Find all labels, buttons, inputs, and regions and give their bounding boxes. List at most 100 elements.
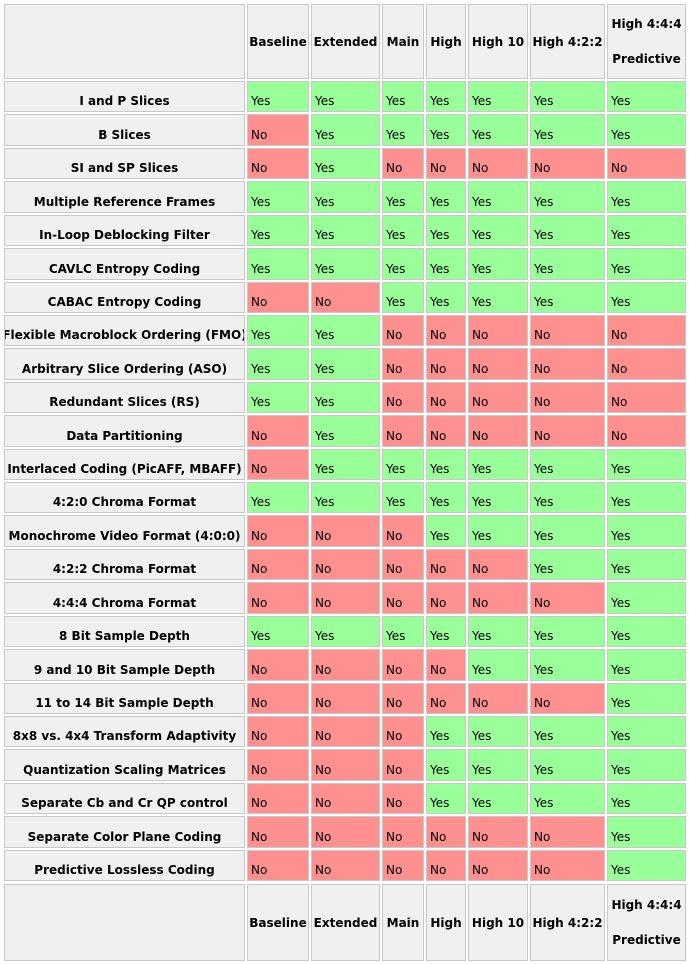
table-cell: No [426,415,466,447]
table-cell: Yes [382,282,424,313]
table-cell: No [311,515,380,547]
table-cell: No [382,649,424,681]
table-cell: No [530,683,605,714]
table-cell: No [247,649,309,681]
table-cell: No [247,549,309,580]
table-cell: Yes [530,81,605,112]
table-cell: Yes [247,181,309,213]
table-cell: No [468,415,528,447]
table-cell: Yes [607,749,686,781]
table-cell: No [530,348,605,380]
table-cell: No [311,549,380,580]
table-cell: Yes [530,515,605,547]
table-cell: Yes [468,449,528,480]
table-cell: Yes [426,716,466,747]
table-cell: No [530,382,605,413]
table-cell: Yes [468,215,528,246]
table-cell: No [530,148,605,179]
table-cell: Yes [530,181,605,213]
table-cell: Yes [607,215,686,246]
footer-col-label: High [430,915,462,930]
table-cell: Yes [311,315,380,346]
table-cell: No [468,315,528,346]
header-col-6: High 4:4:4 Predictive [607,4,686,79]
table-cell: No [468,348,528,380]
table-cell: Yes [426,215,466,246]
header-col-label: Main [386,34,420,49]
footer-col-5: High 4:2:2 [530,884,605,961]
table-cell: Yes [426,482,466,513]
table-cell: No [426,348,466,380]
table-cell: Yes [382,616,424,647]
footer-col-label-line2: Predictive [612,932,681,947]
footer-col-label: High 4:4:4 [611,897,682,912]
table-cell: Yes [468,783,528,814]
table-cell: Yes [311,348,380,380]
table-cell: Yes [382,114,424,146]
table-cell: No [311,649,380,681]
table-cell: No [382,382,424,413]
row-label: SI and SP Slices [4,148,245,179]
table-cell: Yes [607,616,686,647]
table-cell: No [426,549,466,580]
table-cell: No [311,783,380,814]
table-cell: Yes [468,616,528,647]
table-cell: Yes [607,482,686,513]
table-cell: Yes [311,181,380,213]
row-label: 8x8 vs. 4x4 Transform Adaptivity [4,716,245,747]
table-cell: No [426,148,466,179]
row-label: Separate Color Plane Coding [4,816,245,848]
table-cell: No [607,382,686,413]
table-cell: No [607,315,686,346]
table-cell: Yes [530,649,605,681]
table-cell: No [426,582,466,614]
table-cell: No [382,515,424,547]
profile-comparison-table: Baseline Extended Main High High 10 High 4:2:… [4,4,688,964]
row-label: 4:2:0 Chroma Format [4,482,245,513]
table-cell: Yes [247,215,309,246]
table-cell: Yes [468,282,528,313]
table-cell: Yes [382,81,424,112]
table-cell: No [468,382,528,413]
table-cell: Yes [468,716,528,747]
table-cell: No [382,582,424,614]
table-cell: No [607,415,686,447]
table-cell: Yes [530,449,605,480]
table-cell: Yes [468,649,528,681]
table-cell: Yes [468,114,528,146]
row-label: In-Loop Deblocking Filter [4,215,245,246]
table-cell: Yes [468,248,528,280]
table-cell: Yes [530,549,605,580]
footer-col-label: Baseline [249,915,307,930]
table-cell: Yes [247,482,309,513]
table-cell: Yes [426,81,466,112]
table-cell: Yes [468,515,528,547]
table-cell: Yes [247,348,309,380]
table-cell: Yes [311,215,380,246]
header-col-label: Extended [313,34,378,49]
table-cell: No [311,282,380,313]
header-col-label: Baseline [249,34,307,49]
table-cell: No [247,415,309,447]
table-cell: No [426,683,466,714]
row-label: CABAC Entropy Coding [4,282,245,313]
header-col-5: High 4:2:2 [530,4,605,79]
footer-col-label: High 10 [471,915,525,930]
table-cell: Yes [607,515,686,547]
table-cell: Yes [607,282,686,313]
table-cell: Yes [426,248,466,280]
table-cell: No [468,148,528,179]
table-cell: Yes [607,649,686,681]
table-cell: Yes [468,181,528,213]
row-label: Arbitrary Slice Ordering (ASO) [4,348,245,380]
table-cell: No [311,816,380,848]
table-cell: Yes [311,415,380,447]
table-cell: Yes [530,783,605,814]
table-cell: Yes [530,716,605,747]
table-cell: No [426,315,466,346]
table-cell: Yes [468,749,528,781]
table-cell: No [468,549,528,580]
table-cell: No [247,783,309,814]
footer-col-label: High 4:2:2 [532,915,603,930]
table-cell: No [247,716,309,747]
